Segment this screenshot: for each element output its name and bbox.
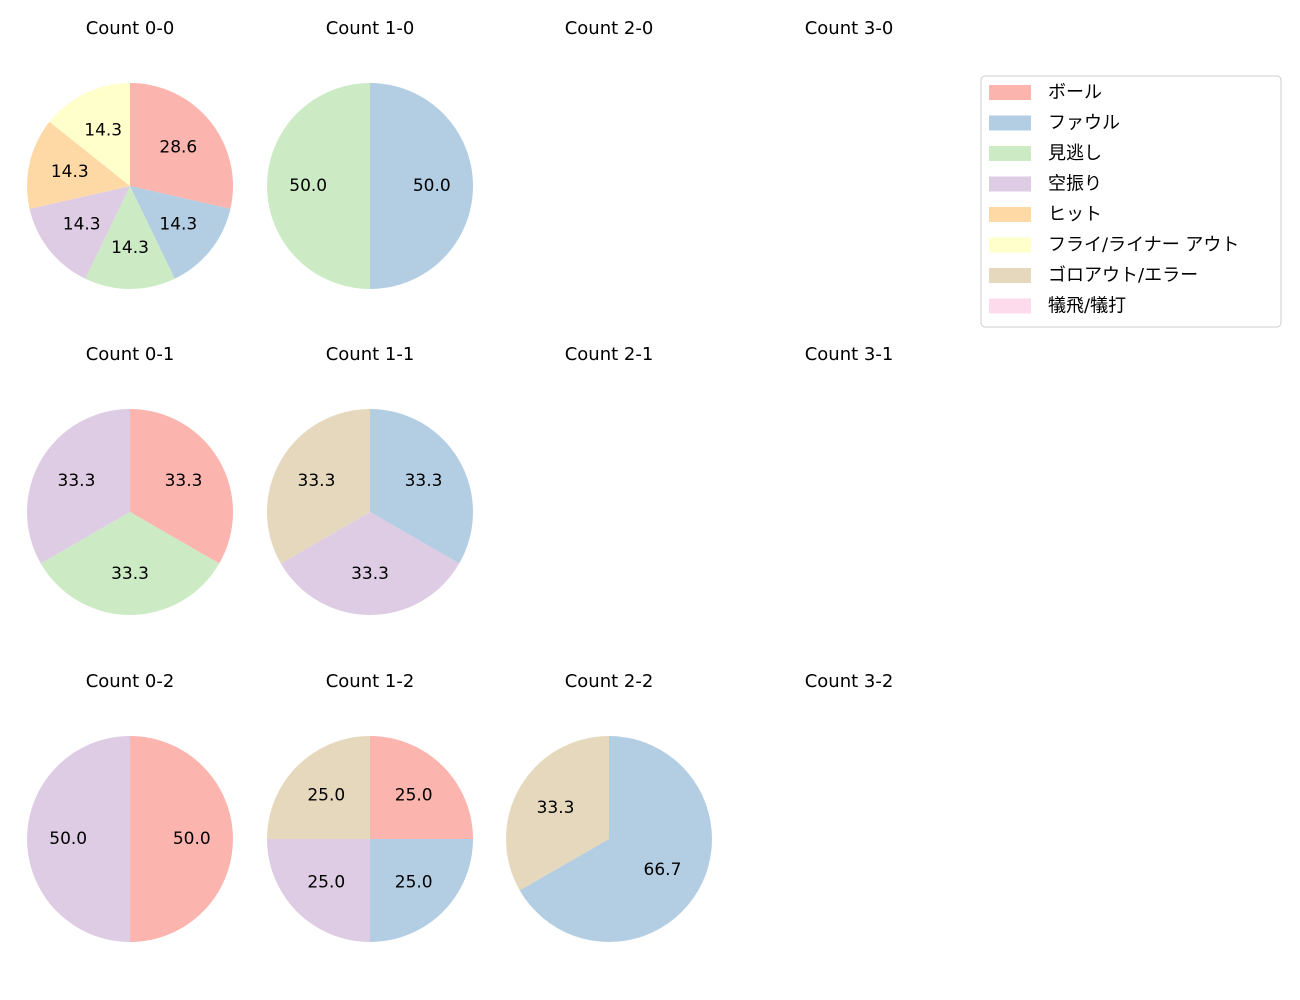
subplot-title: Count 1-0: [326, 18, 415, 39]
legend-label: ゴロアウト/エラー: [1048, 265, 1198, 286]
wedge-label: 14.3: [51, 162, 89, 182]
wedge-label: 50.0: [413, 176, 451, 196]
pie-wedge: [29, 186, 130, 279]
pie-wedge: [130, 409, 233, 564]
pie-wedge: [506, 736, 609, 891]
legend-label: フライ/ライナー アウト: [1048, 235, 1239, 256]
pie-wedge: [267, 83, 370, 289]
pie-wedge: [370, 736, 473, 839]
subplot-title: Count 0-0: [86, 18, 175, 39]
legend-swatch: [989, 268, 1031, 283]
wedge-label: 25.0: [307, 873, 345, 893]
wedge-label: 33.3: [537, 798, 575, 818]
pie-wedge: [266, 409, 370, 564]
wedge-label: 50.0: [49, 829, 87, 849]
subplot-title: Count 0-2: [86, 671, 175, 692]
legend-label: 見逃し: [1048, 143, 1102, 164]
subplot-title: Count 0-1: [86, 344, 175, 365]
wedge-label: 33.3: [111, 564, 149, 584]
pie-wedge: [27, 736, 130, 942]
subplot-title: Count 2-0: [565, 18, 654, 39]
legend-label: ファウル: [1048, 113, 1120, 134]
subplot-title: Count 2-1: [565, 344, 654, 365]
wedge-label: 14.3: [63, 215, 101, 235]
legend-swatch: [989, 176, 1031, 192]
wedge-label: 50.0: [289, 176, 327, 196]
wedge-label: 33.3: [405, 471, 443, 491]
pie-wedge: [370, 839, 473, 942]
pie-wedge: [130, 186, 231, 279]
wedge-label: 33.3: [351, 564, 389, 584]
legend-swatch: [989, 85, 1031, 100]
wedge-label: 33.3: [165, 471, 203, 491]
pie-wedge: [27, 409, 130, 564]
pie-wedge: [519, 736, 712, 942]
subplot-title: Count 3-1: [805, 344, 894, 365]
subplot-title: Count 1-2: [326, 671, 415, 692]
wedge-label: 28.6: [159, 137, 197, 157]
legend-swatch: [989, 207, 1031, 222]
legend-swatch: [989, 237, 1031, 253]
subplot-title: Count 2-2: [565, 671, 654, 692]
wedge-label: 66.7: [644, 860, 682, 880]
legend-swatch: [989, 146, 1031, 161]
pie-wedge: [267, 736, 370, 839]
subplot-title: Count 1-1: [326, 344, 415, 365]
wedge-label: 25.0: [395, 785, 433, 805]
pie-wedge: [85, 186, 175, 289]
pie-wedge: [370, 409, 473, 564]
pie-wedge: [40, 512, 220, 615]
wedge-label: 25.0: [307, 785, 345, 805]
legend-label: ボール: [1048, 82, 1102, 103]
wedge-label: 14.3: [84, 120, 122, 140]
subplot-title: Count 3-2: [805, 671, 894, 692]
wedge-label: 50.0: [173, 829, 211, 849]
pie-wedge: [267, 839, 370, 942]
pie-wedge: [370, 83, 473, 289]
wedge-label: 25.0: [395, 873, 433, 893]
legend-label: 空振り: [1048, 174, 1102, 195]
pie-wedge: [130, 83, 234, 209]
legend-swatch: [989, 115, 1031, 131]
legend-label: ヒット: [1048, 204, 1102, 225]
wedge-label: 14.3: [111, 238, 149, 258]
pie-wedge: [27, 121, 131, 209]
pie-wedge: [49, 83, 130, 186]
wedge-label: 14.3: [159, 215, 197, 235]
subplot-title: Count 3-0: [805, 18, 894, 39]
legend-swatch: [989, 298, 1031, 314]
wedge-label: 33.3: [58, 471, 96, 491]
pie-wedge: [130, 736, 233, 942]
legend-box: [980, 75, 1282, 328]
legend-label: 犠飛/犠打: [1048, 296, 1126, 317]
wedge-label: 33.3: [298, 471, 336, 491]
